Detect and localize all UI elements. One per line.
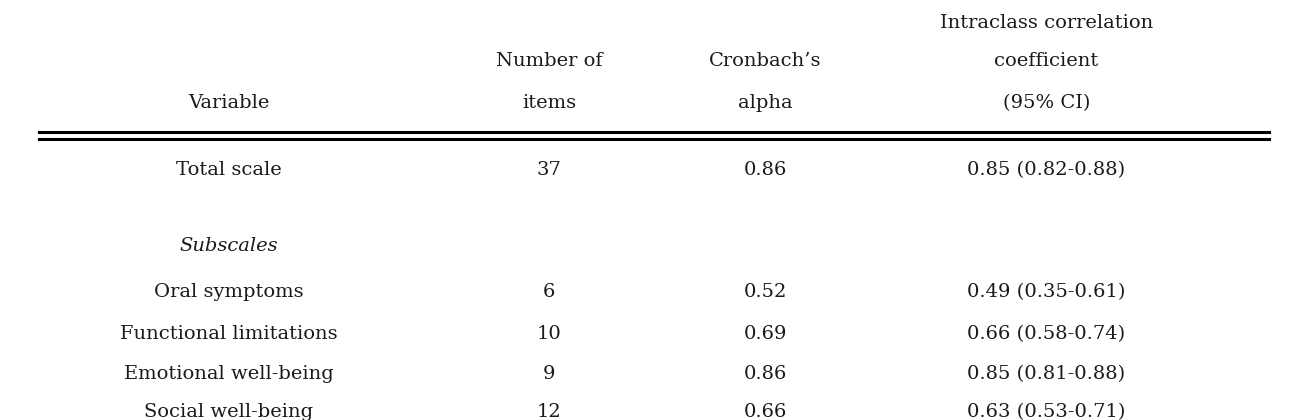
Text: coefficient: coefficient	[994, 52, 1099, 70]
Text: items: items	[522, 94, 577, 112]
Text: 37: 37	[536, 161, 562, 179]
Text: 0.49 (0.35-0.61): 0.49 (0.35-0.61)	[967, 283, 1126, 301]
Text: Cronbach’s: Cronbach’s	[709, 52, 821, 70]
Text: 10: 10	[538, 325, 561, 343]
Text: 12: 12	[538, 404, 561, 420]
Text: 0.66 (0.58-0.74): 0.66 (0.58-0.74)	[968, 325, 1125, 343]
Text: Total scale: Total scale	[177, 161, 281, 179]
Text: Variable: Variable	[188, 94, 269, 112]
Text: 0.85 (0.82-0.88): 0.85 (0.82-0.88)	[968, 161, 1125, 179]
Text: 0.85 (0.81-0.88): 0.85 (0.81-0.88)	[968, 365, 1125, 383]
Text: 0.63 (0.53-0.71): 0.63 (0.53-0.71)	[967, 404, 1126, 420]
Text: 0.69: 0.69	[743, 325, 787, 343]
Text: Social well-being: Social well-being	[144, 404, 314, 420]
Text: alpha: alpha	[738, 94, 793, 112]
Text: Oral symptoms: Oral symptoms	[154, 283, 303, 301]
Text: Number of: Number of	[496, 52, 603, 70]
Text: 6: 6	[543, 283, 556, 301]
Text: Subscales: Subscales	[179, 237, 279, 255]
Text: Emotional well-being: Emotional well-being	[124, 365, 334, 383]
Text: 9: 9	[543, 365, 556, 383]
Text: 0.52: 0.52	[743, 283, 787, 301]
Text: 0.86: 0.86	[743, 365, 787, 383]
Text: Intraclass correlation: Intraclass correlation	[939, 14, 1154, 32]
Text: 0.86: 0.86	[743, 161, 787, 179]
Text: 0.66: 0.66	[743, 404, 787, 420]
Text: Functional limitations: Functional limitations	[120, 325, 337, 343]
Text: (95% CI): (95% CI)	[1003, 94, 1090, 112]
